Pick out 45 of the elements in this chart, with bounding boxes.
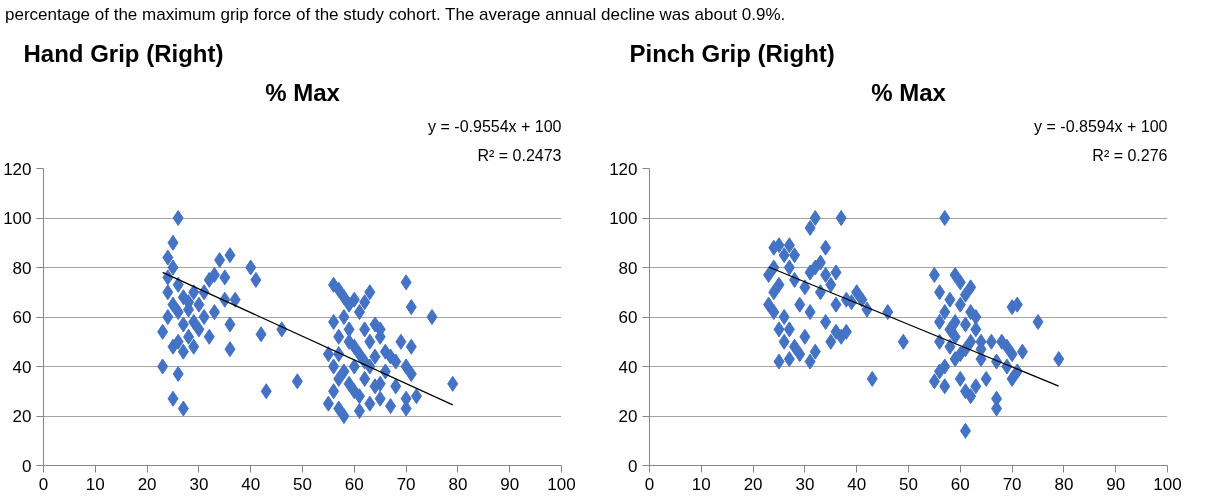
y-tick-label: 100 <box>609 209 638 228</box>
x-tick-label: 90 <box>1106 474 1126 494</box>
x-tick-label: 30 <box>795 474 815 494</box>
y-tick-label: 20 <box>12 407 32 426</box>
text: y = -0.8594x + 100 <box>1034 117 1168 135</box>
y-tick-label: 60 <box>12 308 32 327</box>
chart-title: Hand Grip (Right) <box>23 39 224 67</box>
y-tick-label: 120 <box>609 159 638 179</box>
x-tick-label: 90 <box>500 474 520 494</box>
x-tick-label: 0 <box>644 474 655 494</box>
y-tick-label: 20 <box>618 407 638 426</box>
y-tick-label: 40 <box>618 357 638 377</box>
x-tick-label: 60 <box>950 474 970 494</box>
y-tick-label: 40 <box>12 357 32 377</box>
y-tick-label: 0 <box>628 456 638 476</box>
chart-title: Pinch Grip (Right) <box>629 39 835 67</box>
y-tick-label: 80 <box>618 258 638 278</box>
x-tick-label: 20 <box>743 474 763 494</box>
x-tick-label: 70 <box>396 474 416 494</box>
x-tick-label: 80 <box>448 474 468 494</box>
x-tick-label: 50 <box>899 474 918 494</box>
x-tick-label: 30 <box>189 474 209 494</box>
x-tick-label: 40 <box>241 474 261 494</box>
x-tick-label: 100 <box>547 474 576 494</box>
x-tick-label: 10 <box>691 474 711 494</box>
x-tick-label: 60 <box>344 474 364 494</box>
x-tick-label: 40 <box>847 474 867 494</box>
x-tick-label: 20 <box>137 474 157 494</box>
y-tick-label: 100 <box>3 209 32 228</box>
y-tick-label: 60 <box>618 308 638 327</box>
y-tick-label: 0 <box>22 456 32 476</box>
y-tick-label: 80 <box>12 258 32 278</box>
x-tick-label: 0 <box>38 474 49 494</box>
text: R² = 0.2473 <box>477 146 562 164</box>
y-tick-label: 120 <box>3 159 32 179</box>
chart-subtitle: % Max <box>871 78 947 106</box>
x-tick-label: 80 <box>1054 474 1074 494</box>
x-tick-label: 70 <box>1002 474 1022 494</box>
text: R² = 0.276 <box>1092 146 1168 164</box>
chart-subtitle: % Max <box>265 78 341 106</box>
x-tick-label: 10 <box>85 474 105 494</box>
x-tick-label: 50 <box>293 474 312 494</box>
text: y = -0.9554x + 100 <box>428 117 562 135</box>
x-tick-label: 100 <box>1153 474 1182 494</box>
text: percentage of the maximum grip force of the study cohort. The average annual decline was about 0.9%. <box>5 5 786 25</box>
